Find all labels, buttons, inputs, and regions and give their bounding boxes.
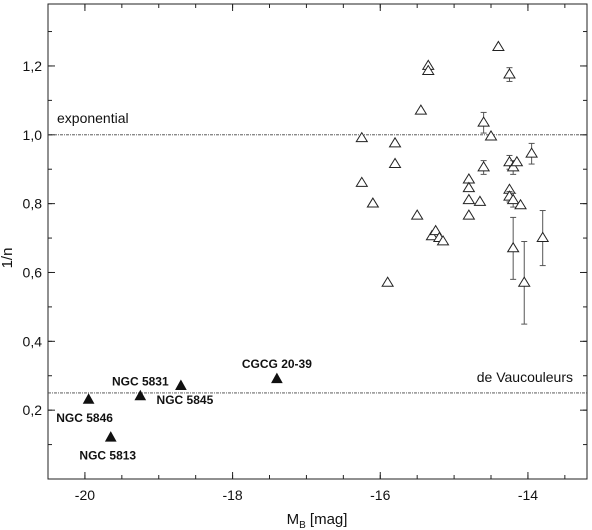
open-triangle-point	[514, 198, 527, 210]
open-triangle-point	[366, 197, 380, 208]
y-tick-label: 0,2	[23, 402, 43, 418]
open-triangle-point	[492, 40, 505, 51]
open-triangle-point	[381, 276, 395, 287]
galaxy-label: NGC 5845	[157, 393, 214, 407]
filled-triangle-point	[271, 372, 283, 384]
y-tick-label: 0,8	[23, 196, 43, 212]
x-tick-label: -18	[222, 487, 242, 503]
open-triangle-point	[355, 176, 369, 187]
y-tick-label: 1,0	[23, 127, 43, 143]
filled-triangle-point	[82, 393, 95, 404]
data-points: NGC 5846 NGC 5813 NGC 5831 NGC 5845 CGCG 20-…	[56, 40, 550, 463]
open-triangle-point	[410, 209, 424, 220]
x-axis-label-subscript: B	[299, 520, 306, 530]
x-tick-label: -16	[370, 487, 390, 503]
filled-triangle-point	[134, 389, 147, 401]
open-triangle-point	[355, 131, 369, 143]
y-axis-label: 1/n	[0, 248, 16, 269]
filled-triangle-point	[104, 431, 117, 442]
axis-ticks: -20 -18 -16 -14 0,2 0,4 0,6 0,8 1,0 1,2	[23, 4, 587, 503]
open-triangle-point	[436, 234, 450, 246]
open-triangle-point	[429, 224, 443, 236]
x-axis-label-main: M	[287, 511, 300, 528]
open-triangle-point	[425, 229, 439, 241]
open-triangle-point	[462, 193, 476, 205]
x-axis-label-unit: [mag]	[306, 511, 348, 528]
open-triangle-point	[536, 231, 550, 242]
open-triangle-point	[506, 193, 520, 205]
open-triangle-point	[473, 195, 487, 206]
open-triangle-point	[506, 160, 520, 172]
galaxy-label: NGC 5813	[79, 449, 136, 463]
galaxy-label: CGCG 20-39	[242, 357, 312, 371]
plot-frame	[47, 3, 588, 480]
reference-line-label: exponential	[57, 110, 129, 126]
open-triangle-point	[503, 68, 516, 79]
open-triangle-point	[414, 104, 428, 115]
open-triangle-point	[484, 129, 498, 141]
x-tick-label: -20	[75, 487, 95, 503]
y-tick-label: 1,2	[23, 58, 43, 74]
open-triangle-point	[462, 181, 476, 193]
x-axis-label: MB [mag]	[287, 511, 348, 530]
open-triangle-point	[462, 209, 476, 220]
open-triangle-point	[388, 136, 402, 148]
galaxy-label: NGC 5831	[112, 374, 169, 388]
open-triangle-point	[421, 64, 435, 76]
y-tick-label: 0,4	[23, 333, 43, 349]
reference-lines: exponential de Vaucouleurs	[48, 110, 587, 394]
y-tick-label: 0,6	[23, 264, 43, 280]
open-triangle-point	[477, 116, 491, 127]
open-triangle-point	[506, 241, 520, 253]
open-triangle-point	[477, 160, 491, 172]
open-triangle-point	[525, 147, 539, 158]
x-tick-label: -14	[518, 487, 538, 503]
filled-triangle-point	[175, 379, 187, 390]
reference-line-label: de Vaucouleurs	[477, 369, 573, 385]
galaxy-label: NGC 5846	[56, 411, 113, 425]
open-triangle-point	[388, 157, 402, 168]
open-triangle-point	[517, 276, 531, 287]
open-triangle-point	[510, 155, 524, 167]
